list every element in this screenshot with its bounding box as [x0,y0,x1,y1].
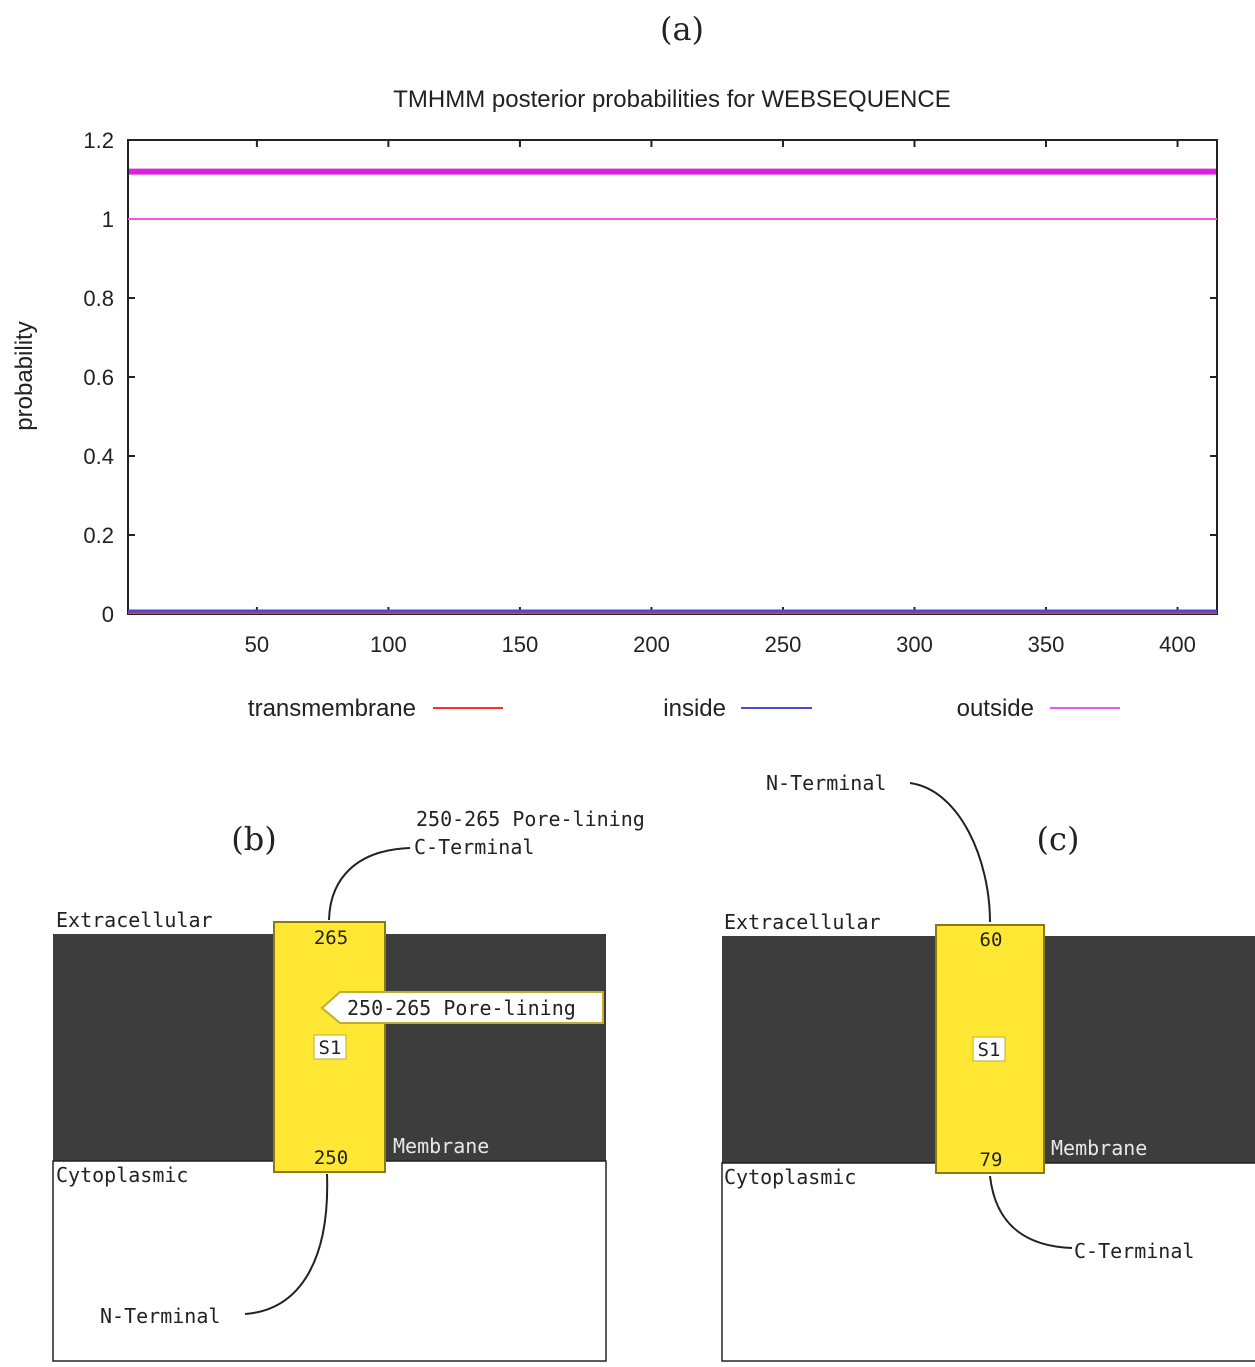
y-tick-label: 0 [102,602,114,627]
legend-label-inside: inside [663,695,726,722]
x-tick-label: 200 [633,632,670,657]
top-terminal-connector-b [328,847,411,921]
pore-callout-label-b: 250-265 Pore-lining [347,996,576,1020]
top-terminal-connector-c [909,782,991,923]
x-tick-label: 350 [1028,632,1065,657]
extracellular-label-b: Extracellular [56,908,213,932]
y-tick-label: 0.2 [83,523,114,548]
topology-diagram-c: Extracellular Cytoplasmic Membrane 60 79… [721,771,1255,1362]
cytoplasmic-label-b: Cytoplasmic [56,1163,188,1187]
x-ticks: 50 100 150 200 250 300 350 400 [245,140,1196,657]
helix-label-c: S1 [978,1039,1001,1061]
x-tick-label: 100 [370,632,407,657]
y-ticks: 0 0.2 0.4 0.6 0.8 1 1.2 [83,128,1217,627]
topology-diagram-b: Extracellular Cytoplasmic Membrane 265 2… [52,807,645,1362]
helix-top-number-c: 60 [980,929,1003,951]
bottom-terminal-connector-c [989,1175,1073,1249]
membrane-label-c: Membrane [1051,1136,1147,1160]
y-tick-label: 0.4 [83,444,114,469]
y-tick-label: 1 [102,207,114,232]
y-axis-label: probability [11,321,38,430]
x-tick-label: 300 [896,632,933,657]
helix-label-b: S1 [319,1037,342,1059]
plot-frame [127,139,1218,615]
bottom-terminal-label-b: N-Terminal [100,1304,220,1328]
panel-label-b: (b) [231,820,276,858]
legend-label-outside: outside [957,695,1034,722]
extracellular-label-c: Extracellular [724,910,881,934]
series-layer [128,168,1217,614]
panel-label-a: (a) [660,10,704,48]
y-tick-label: 0.6 [83,365,114,390]
chart: TMHMM posterior probabilities for WEBSEQ… [11,86,1218,722]
panel-label-c: (c) [1037,820,1080,858]
x-tick-label: 400 [1159,632,1196,657]
helix-bottom-number-c: 79 [980,1149,1003,1171]
bottom-terminal-label-c: C-Terminal [1074,1239,1194,1263]
pore-callout-b [320,991,604,1024]
cytoplasm-box-c [721,1162,1255,1362]
x-tick-label: 150 [502,632,539,657]
y-tick-label: 0.8 [83,286,114,311]
top-terminal-label-b: C-Terminal [414,835,534,859]
top-terminal-label-c: N-Terminal [766,771,886,795]
cytoplasmic-label-c: Cytoplasmic [724,1165,856,1189]
membrane-label-b: Membrane [393,1134,489,1158]
helix-label-box-b [313,1034,347,1060]
bottom-terminal-connector-b [244,1173,329,1315]
helix-label-box-c [972,1036,1006,1062]
legend-label-transmembrane: transmembrane [248,695,416,722]
cytoplasm-box-b [52,1160,607,1362]
pore-label-b: 250-265 Pore-lining [416,807,645,831]
y-tick-label: 1.2 [83,128,114,153]
x-tick-label: 250 [765,632,802,657]
chart-title: TMHMM posterior probabilities for WEBSEQ… [393,86,950,113]
legend: transmembrane inside outside [248,695,1120,722]
helix-top-number-b: 265 [314,927,348,949]
helix-bottom-number-b: 250 [314,1147,348,1169]
x-tick-label: 50 [245,632,269,657]
